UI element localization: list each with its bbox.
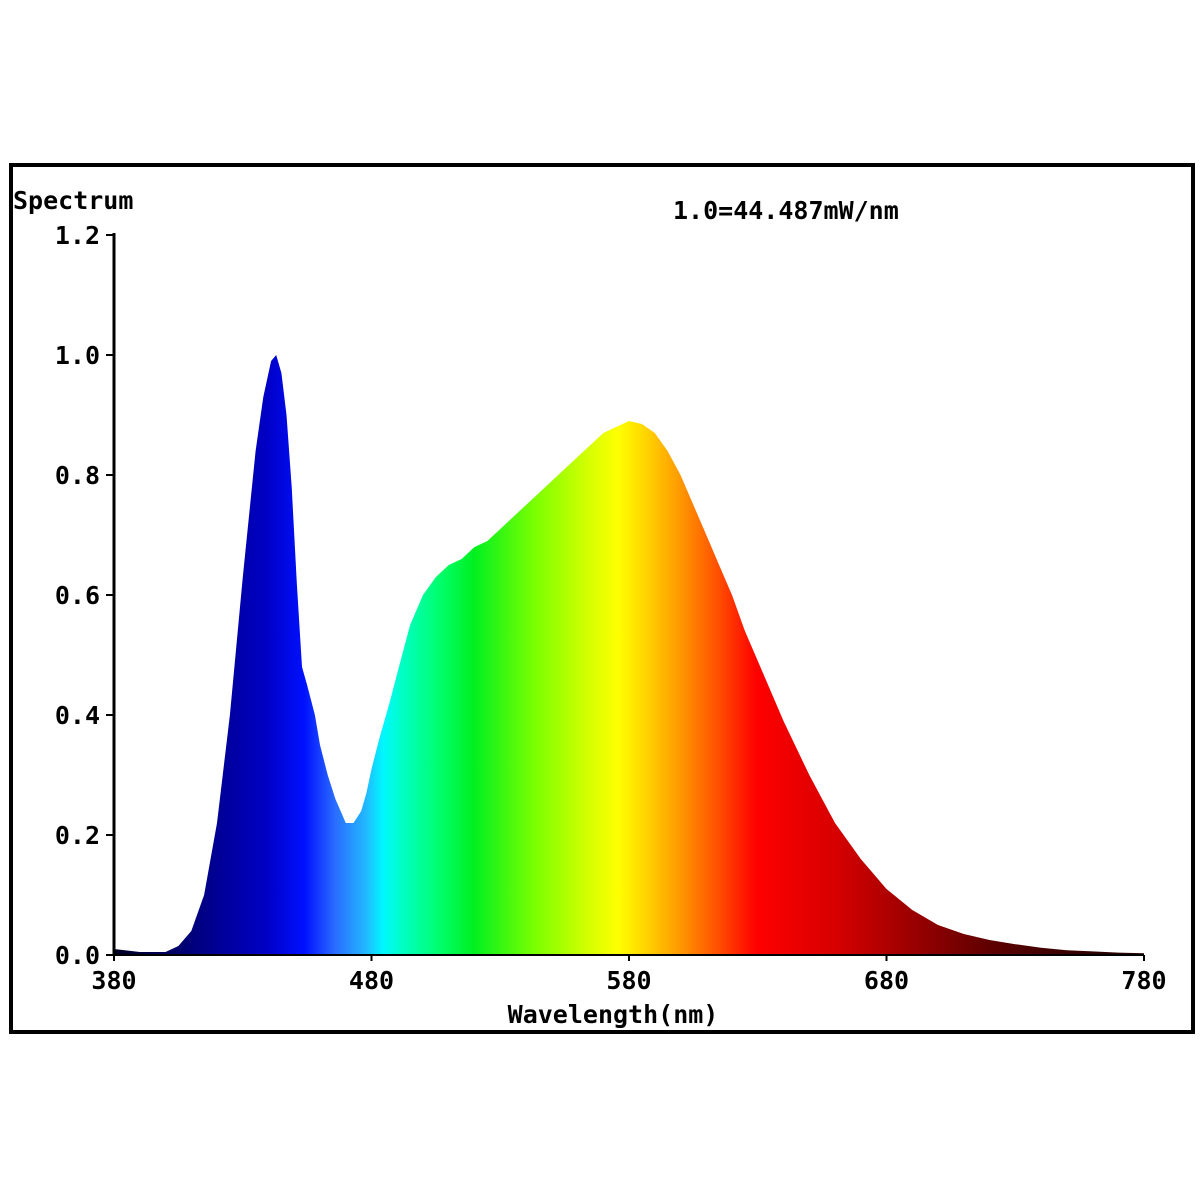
x-tick-label: 780 <box>1121 966 1166 995</box>
x-tick-label: 580 <box>606 966 651 995</box>
y-axis-label: Spectrum <box>13 186 133 215</box>
chart-frame: 0.0 0.2 0.4 0.6 0.8 1.0 1.2 380 480 580 680 780 Sp… <box>9 163 1195 1034</box>
x-axis-ticks: 380 480 580 680 780 <box>91 955 1167 995</box>
y-tick-label: 0.4 <box>55 701 100 730</box>
x-tick-label: 480 <box>349 966 394 995</box>
y-tick-label: 0.6 <box>55 581 100 610</box>
y-tick-label: 1.2 <box>55 221 100 250</box>
unit-annotation: 1.0=44.487mW/nm <box>673 196 899 225</box>
spectrum-area <box>114 355 1144 955</box>
x-axis-label: Wavelength(nm) <box>508 1000 719 1029</box>
y-tick-label: 0.2 <box>55 821 100 850</box>
x-tick-label: 680 <box>864 966 909 995</box>
y-tick-label: 1.0 <box>55 341 100 370</box>
y-axis-ticks: 0.0 0.2 0.4 0.6 0.8 1.0 1.2 <box>55 221 114 970</box>
spectrum-chart: 0.0 0.2 0.4 0.6 0.8 1.0 1.2 380 480 580 680 780 Sp… <box>13 186 1167 1029</box>
y-tick-label: 0.8 <box>55 461 100 490</box>
x-tick-label: 380 <box>91 966 136 995</box>
y-tick-label: 0.0 <box>55 941 100 970</box>
